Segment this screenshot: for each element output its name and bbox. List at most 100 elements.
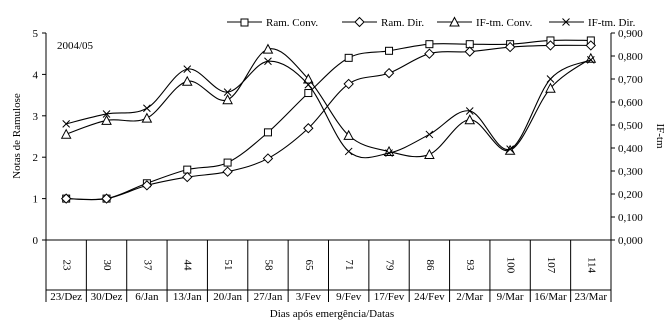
y-axis-right-label: IF-tm bbox=[654, 123, 666, 149]
x-tick-label-day: 23 bbox=[61, 260, 73, 272]
x-tick-label-day: 114 bbox=[585, 257, 597, 274]
data-point-triangle bbox=[181, 75, 193, 86]
data-point-x bbox=[385, 149, 393, 157]
x-tick-label-date: 6/Jan bbox=[135, 291, 159, 303]
data-point-diamond bbox=[101, 193, 112, 204]
y-right-tick-label: 0,400 bbox=[618, 143, 643, 155]
data-point-diamond bbox=[60, 193, 72, 204]
y-right-tick-label: 0,300 bbox=[618, 166, 643, 178]
data-point-diamond bbox=[182, 171, 193, 183]
legend-label-ram-dir: Ram. Dir. bbox=[381, 17, 424, 29]
data-point-diamond bbox=[262, 153, 274, 164]
x-tick-label-day: 100 bbox=[505, 257, 517, 274]
chart-annotation: 2004/05 bbox=[57, 40, 94, 52]
data-point-x bbox=[304, 80, 313, 89]
data-point-triangle bbox=[60, 128, 72, 139]
x-tick-label-day: 71 bbox=[343, 260, 355, 271]
y-right-tick-label: 0,200 bbox=[618, 189, 643, 201]
x-tick-label-date: 2/Mar bbox=[456, 291, 483, 303]
x-tick-label-date: 27/Jan bbox=[254, 291, 283, 303]
data-point-x bbox=[465, 107, 474, 115]
legend-item-ram-conv: Ram. Conv. bbox=[227, 17, 318, 29]
legend-marker-x bbox=[562, 18, 570, 26]
legend: Ram. Conv. Ram. Dir. IF-tm. Conv. IF-tm.… bbox=[227, 16, 636, 29]
y-right-tick-label: 0,700 bbox=[618, 74, 643, 86]
data-point-triangle bbox=[545, 82, 556, 93]
x-tick-label-date: 13/Jan bbox=[173, 291, 202, 303]
data-point-diamond bbox=[424, 48, 435, 59]
legend-marker-square bbox=[240, 18, 249, 27]
y-left-tick-label: 1 bbox=[33, 194, 39, 206]
y-right-tick-label: 0,500 bbox=[618, 120, 643, 132]
x-tick-label-day: 51 bbox=[222, 260, 234, 271]
x-tick-label-date: 3/Fev bbox=[296, 291, 322, 303]
data-point-x bbox=[183, 65, 192, 73]
data-point-x bbox=[344, 147, 353, 156]
legend-label-iftm-dir: IF-tm. Dir. bbox=[588, 17, 636, 29]
y-left-tick-label: 0 bbox=[33, 235, 39, 247]
legend-item-iftm-conv: IF-tm. Conv. bbox=[437, 16, 533, 29]
y-left-tick-label: 3 bbox=[33, 111, 39, 123]
x-tick-label-date: 9/Mar bbox=[497, 291, 524, 303]
data-point-diamond bbox=[303, 123, 314, 134]
data-point-x bbox=[62, 119, 71, 128]
x-tick-label-date: 30/Dez bbox=[91, 291, 123, 303]
data-point-square bbox=[223, 158, 232, 167]
data-point-square bbox=[385, 46, 394, 55]
data-point-x bbox=[102, 110, 111, 118]
data-point-square bbox=[263, 128, 272, 137]
data-point-diamond bbox=[383, 67, 395, 79]
data-point-x bbox=[143, 104, 151, 113]
data-point-diamond bbox=[343, 78, 354, 90]
x-tick-label-day: 44 bbox=[182, 260, 194, 272]
data-point-x bbox=[264, 57, 272, 66]
data-point-diamond bbox=[222, 166, 233, 177]
x-tick-label-date: 20/Jan bbox=[213, 291, 242, 303]
y-axis-left-label: Notas de Ramulose bbox=[11, 93, 23, 179]
data-point-triangle bbox=[343, 129, 355, 140]
x-tick-label-day: 107 bbox=[545, 257, 557, 274]
y-left-tick-label: 2 bbox=[33, 152, 39, 164]
y-right-tick-label: 0,600 bbox=[618, 97, 643, 109]
data-point-x bbox=[586, 56, 595, 64]
data-point-square bbox=[344, 53, 353, 62]
legend-marker-diamond bbox=[354, 16, 365, 28]
x-axis-ticks: 23 23/Dez 30 30/Dez 37 6/Jan 44 13/Jan 51 20/Jan 5… bbox=[45, 240, 612, 303]
data-point-triangle bbox=[101, 114, 112, 125]
x-tick-label-date: 9/Fev bbox=[336, 291, 362, 303]
y-axis-right-ticks: 0,000 0,100 0,200 0,300 0,400 0,500 0,600 0,700… bbox=[611, 28, 643, 247]
x-tick-label-day: 86 bbox=[424, 260, 436, 272]
series-line bbox=[66, 48, 592, 158]
data-point-triangle bbox=[424, 148, 435, 159]
x-tick-label-date: 24/Fev bbox=[414, 291, 445, 303]
y-axis-left-ticks: 0 1 2 3 4 5 bbox=[33, 28, 46, 247]
legend-marker-triangle bbox=[449, 16, 460, 27]
x-tick-label-date: 23/Mar bbox=[575, 291, 608, 303]
y-right-tick-label: 0,900 bbox=[618, 28, 643, 40]
legend-label-ram-conv: Ram. Conv. bbox=[266, 17, 318, 29]
data-point-x bbox=[425, 130, 434, 139]
series-x bbox=[62, 56, 595, 159]
data-point-triangle bbox=[302, 73, 314, 84]
x-tick-label-day: 37 bbox=[141, 260, 153, 272]
x-tick-label-day: 30 bbox=[101, 260, 113, 272]
series-diamond bbox=[60, 40, 597, 204]
series-layer bbox=[60, 36, 597, 204]
x-axis-label: Dias após emergência/Datas bbox=[270, 308, 394, 320]
data-point-triangle bbox=[464, 114, 476, 125]
y-left-tick-label: 4 bbox=[33, 69, 39, 81]
x-tick-label-day: 58 bbox=[262, 260, 274, 272]
x-tick-label-date: 16/Mar bbox=[534, 291, 567, 303]
y-right-tick-label: 0,100 bbox=[618, 212, 643, 224]
x-tick-label-date: 23/Dez bbox=[50, 291, 82, 303]
y-right-tick-label: 0,800 bbox=[618, 51, 643, 63]
data-point-triangle bbox=[141, 112, 153, 123]
data-point-square bbox=[425, 40, 434, 49]
x-tick-label-date: 17/Fev bbox=[374, 291, 405, 303]
x-tick-label-day: 79 bbox=[384, 260, 396, 272]
x-tick-label-day: 93 bbox=[464, 260, 476, 272]
data-point-diamond bbox=[585, 40, 597, 51]
y-left-tick-label: 5 bbox=[33, 28, 39, 40]
y-right-tick-label: 0,000 bbox=[618, 235, 643, 247]
